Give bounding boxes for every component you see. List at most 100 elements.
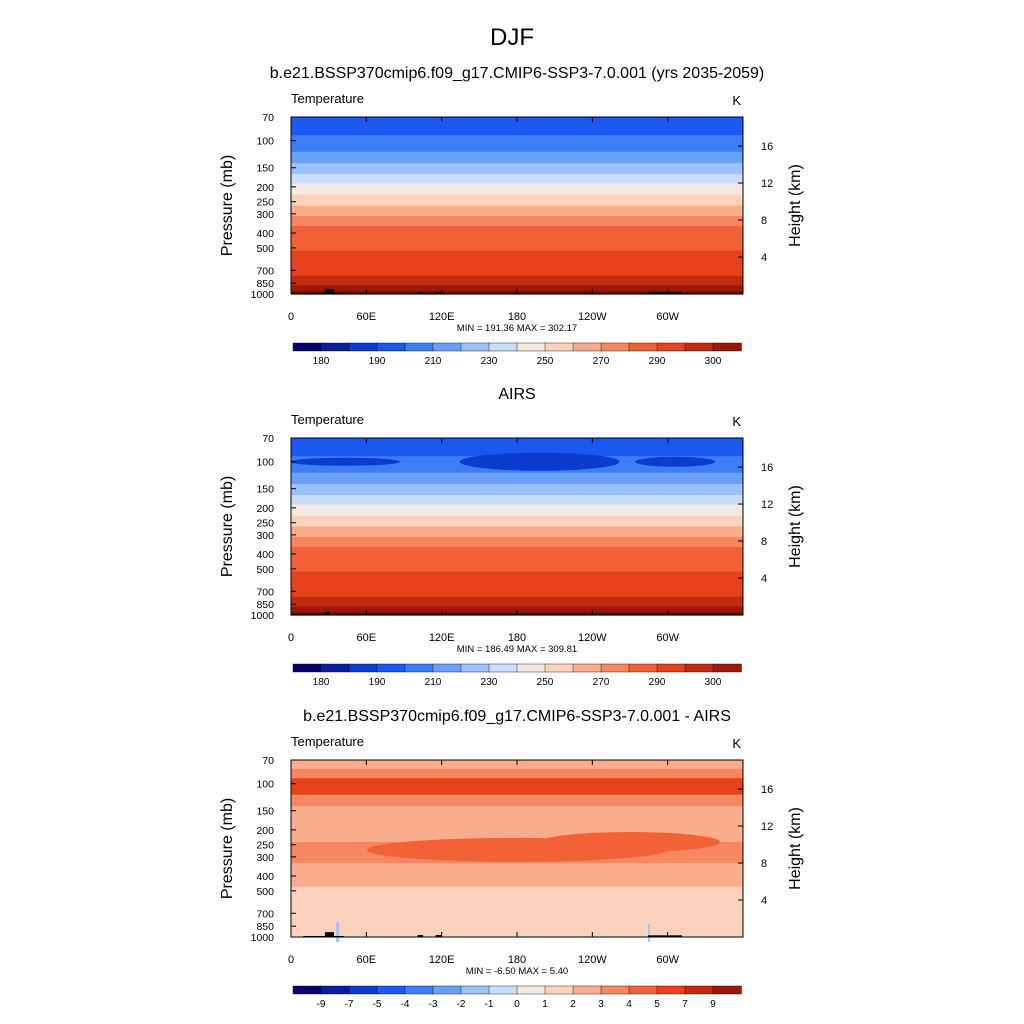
terrain-mask — [435, 291, 442, 294]
y-right-tick-label: 16 — [761, 462, 773, 474]
y-tick-label: 700 — [256, 265, 274, 277]
colorbar-swatch — [544, 663, 574, 673]
colorbar-label: -2 — [457, 999, 466, 1010]
terrain-mask — [324, 932, 334, 937]
panel-1: b.e21.BSSP370cmip6.f09_g17.CMIP6-SSP3-7.… — [219, 65, 804, 367]
colorbar-swatch — [460, 663, 490, 673]
y-tick-label: 100 — [256, 457, 274, 469]
colorbar-swatch — [516, 663, 546, 673]
y-tick-label: 100 — [256, 779, 274, 791]
contour-band — [291, 135, 743, 153]
y-tick-label: 70 — [262, 755, 274, 767]
colorbar-swatch — [432, 985, 462, 995]
colorbar-label: 300 — [705, 356, 722, 367]
contour-band — [291, 285, 743, 292]
colorbar-swatch — [432, 663, 462, 673]
colorbar-swatch — [320, 342, 350, 352]
x-tick-label: 180 — [508, 632, 526, 644]
x-tick-label: 60W — [656, 311, 679, 323]
y-right-tick-label: 12 — [761, 178, 773, 190]
stats-label: MIN = -6.50 MAX = 5.40 — [466, 966, 568, 977]
colorbar-swatch — [684, 663, 714, 673]
x-tick-label: 120E — [429, 311, 455, 323]
y-tick-label: 400 — [256, 871, 274, 883]
y-tick-label: 150 — [256, 163, 274, 175]
colorbar-swatch — [544, 985, 574, 995]
units-label: K — [732, 93, 741, 108]
colorbar-swatch — [432, 342, 462, 352]
terrain-mask — [324, 289, 334, 294]
colorbar-swatch — [572, 985, 602, 995]
colorbar-swatch — [404, 342, 434, 352]
stats-label: MIN = 186.49 MAX = 309.81 — [457, 644, 577, 655]
x-tick-label: 120E — [429, 632, 455, 644]
colorbar-swatch — [292, 342, 322, 352]
variable-label: Temperature — [291, 91, 364, 106]
y-axis-label: Pressure (mb) — [219, 155, 236, 256]
y-tick-label: 1000 — [251, 610, 275, 622]
colorbar-label: 2 — [570, 999, 576, 1010]
y-right-axis-label: Height (km) — [787, 164, 804, 247]
colorbar-label: -3 — [429, 999, 438, 1010]
colorbar-swatch — [572, 663, 602, 673]
terrain-mask — [417, 934, 423, 937]
colorbar-swatch — [292, 663, 322, 673]
y-tick-label: 850 — [256, 921, 274, 933]
y-tick-label: 1000 — [251, 289, 275, 301]
colorbar-swatch — [600, 663, 630, 673]
panel-title: b.e21.BSSP370cmip6.f09_g17.CMIP6-SSP3-7.… — [270, 65, 765, 82]
panel-title: AIRS — [498, 386, 535, 403]
colorbar-label: 250 — [537, 677, 554, 688]
x-tick-label: 120W — [578, 632, 607, 644]
x-tick-label: 120E — [429, 954, 455, 966]
x-tick-label: 180 — [508, 954, 526, 966]
colorbar-swatch — [376, 985, 406, 995]
colorbar-label: 230 — [481, 356, 498, 367]
cold-anomaly-blob — [459, 452, 620, 471]
y-right-tick-label: 12 — [761, 821, 773, 833]
contour-band — [291, 526, 743, 538]
variable-label: Temperature — [291, 734, 364, 749]
y-right-tick-label: 4 — [761, 573, 767, 585]
colorbar-swatch — [348, 985, 378, 995]
contour-band — [291, 275, 743, 287]
colorbar-swatch — [320, 985, 350, 995]
colorbar-label: -9 — [317, 999, 326, 1010]
colorbar-label: 0 — [514, 999, 520, 1010]
colorbar-swatch — [488, 985, 518, 995]
colorbar-swatch — [516, 342, 546, 352]
contour-band — [291, 237, 743, 252]
colorbar-label: 190 — [369, 356, 386, 367]
colorbar-label: 210 — [425, 356, 442, 367]
colorbar-label: -4 — [401, 999, 410, 1010]
colorbar-swatch — [712, 985, 742, 995]
x-tick-label: 0 — [288, 954, 294, 966]
colorbar-swatch — [656, 985, 686, 995]
colorbar-swatch — [628, 342, 658, 352]
colorbar-label: 290 — [649, 677, 666, 688]
terrain-mask — [303, 935, 344, 937]
y-tick-label: 250 — [256, 518, 274, 530]
x-tick-label: 120W — [578, 954, 607, 966]
y-tick-label: 200 — [256, 825, 274, 837]
contour-band — [291, 558, 743, 573]
terrain-mask — [648, 292, 682, 294]
y-tick-label: 300 — [256, 852, 274, 864]
y-tick-label: 400 — [256, 549, 274, 561]
colorbar-swatch — [656, 342, 686, 352]
y-tick-label: 300 — [256, 530, 274, 542]
contour-band — [291, 174, 743, 185]
y-tick-label: 850 — [256, 599, 274, 611]
y-tick-label: 150 — [256, 806, 274, 818]
colorbar-swatch — [404, 663, 434, 673]
colorbar-label: 5 — [654, 999, 660, 1010]
y-tick-label: 150 — [256, 484, 274, 496]
x-tick-label: 60E — [357, 311, 377, 323]
terrain-mask — [648, 935, 682, 937]
y-tick-label: 500 — [256, 564, 274, 576]
y-right-tick-label: 16 — [761, 784, 773, 796]
colorbar-swatch — [404, 985, 434, 995]
contour-band — [291, 151, 743, 164]
y-right-tick-label: 4 — [761, 895, 767, 907]
